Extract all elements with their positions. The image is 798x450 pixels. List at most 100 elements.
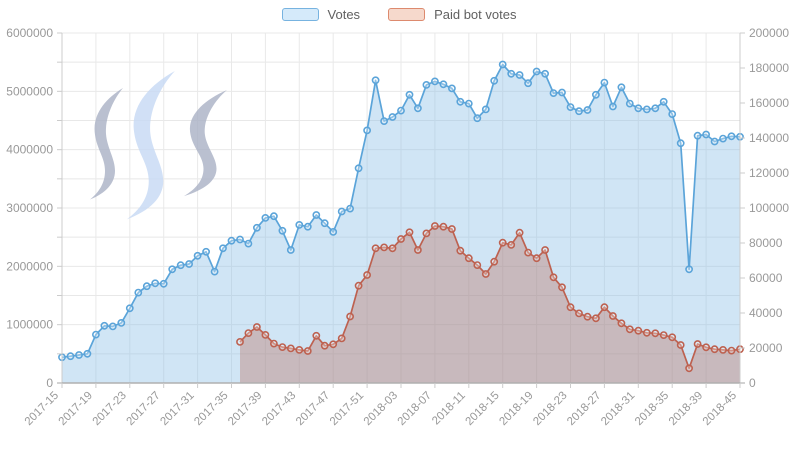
votes-point[interactable] bbox=[592, 90, 600, 99]
votes-point[interactable] bbox=[142, 282, 151, 291]
paid-bot-votes-point[interactable] bbox=[236, 337, 244, 346]
paid-bot-votes-point[interactable] bbox=[609, 312, 617, 320]
paid-bot-votes-point[interactable] bbox=[515, 228, 524, 237]
paid-bot-votes-point[interactable] bbox=[295, 345, 304, 354]
paid-bot-votes-point[interactable] bbox=[617, 319, 626, 328]
paid-bot-votes-point[interactable] bbox=[566, 303, 575, 312]
paid-bot-votes-point[interactable] bbox=[532, 254, 541, 263]
paid-bot-votes-point[interactable] bbox=[320, 341, 329, 350]
votes-point[interactable] bbox=[337, 207, 346, 216]
paid-bot-votes-point[interactable] bbox=[261, 330, 270, 339]
paid-bot-votes-point[interactable] bbox=[337, 334, 346, 343]
votes-point[interactable] bbox=[244, 239, 253, 248]
paid-bot-votes-point[interactable] bbox=[719, 345, 727, 354]
votes-point[interactable] bbox=[719, 134, 727, 143]
paid-bot-votes-point[interactable] bbox=[642, 328, 651, 337]
votes-point[interactable] bbox=[75, 351, 83, 359]
votes-point[interactable] bbox=[676, 139, 685, 148]
votes-point[interactable] bbox=[507, 69, 516, 78]
paid-bot-votes-point[interactable] bbox=[286, 344, 295, 353]
paid-bot-votes-point[interactable] bbox=[575, 309, 583, 318]
votes-point[interactable] bbox=[617, 83, 626, 92]
votes-point[interactable] bbox=[134, 288, 143, 297]
votes-point[interactable] bbox=[473, 114, 482, 123]
votes-point[interactable] bbox=[405, 90, 414, 99]
votes-point[interactable] bbox=[278, 226, 287, 235]
paid-bot-votes-point[interactable] bbox=[354, 281, 363, 290]
votes-point[interactable] bbox=[609, 102, 617, 111]
votes-point[interactable] bbox=[371, 76, 380, 85]
paid-bot-votes-point[interactable] bbox=[329, 340, 338, 349]
votes-point[interactable] bbox=[447, 84, 456, 93]
votes-point[interactable] bbox=[363, 126, 371, 135]
votes-point[interactable] bbox=[295, 220, 304, 229]
votes-point[interactable] bbox=[456, 97, 465, 106]
paid-bot-votes-point[interactable] bbox=[363, 271, 371, 279]
paid-bot-votes-point[interactable] bbox=[481, 270, 490, 278]
votes-point[interactable] bbox=[269, 212, 278, 221]
paid-bot-votes-point[interactable] bbox=[439, 222, 448, 231]
paid-bot-votes-point[interactable] bbox=[676, 341, 685, 349]
votes-point[interactable] bbox=[566, 103, 575, 111]
paid-bot-votes-point[interactable] bbox=[430, 222, 439, 230]
votes-point[interactable] bbox=[159, 279, 168, 288]
votes-point[interactable] bbox=[83, 349, 92, 358]
paid-bot-votes-point[interactable] bbox=[600, 303, 609, 312]
votes-point[interactable] bbox=[286, 246, 295, 254]
paid-bot-votes-point[interactable] bbox=[685, 364, 693, 373]
votes-point[interactable] bbox=[727, 132, 736, 141]
paid-bot-votes-point[interactable] bbox=[659, 331, 668, 339]
votes-point[interactable] bbox=[227, 236, 236, 245]
paid-bot-votes-point[interactable] bbox=[346, 312, 354, 321]
paid-bot-votes-point[interactable] bbox=[473, 261, 482, 269]
votes-point[interactable] bbox=[151, 279, 160, 288]
votes-point[interactable] bbox=[710, 137, 719, 146]
votes-point[interactable] bbox=[702, 130, 710, 139]
paid-bot-votes-point[interactable] bbox=[422, 229, 431, 238]
paid-bot-votes-point[interactable] bbox=[625, 325, 634, 334]
votes-point[interactable] bbox=[261, 213, 270, 222]
paid-bot-votes-point[interactable] bbox=[405, 228, 414, 237]
votes-point[interactable] bbox=[125, 304, 134, 313]
votes-point[interactable] bbox=[312, 211, 321, 219]
legend-item-paid-bot-votes[interactable]: Paid bot votes bbox=[388, 7, 516, 22]
paid-bot-votes-point[interactable] bbox=[702, 343, 710, 352]
paid-bot-votes-point[interactable] bbox=[490, 257, 499, 266]
paid-bot-votes-point[interactable] bbox=[397, 235, 405, 243]
paid-bot-votes-point[interactable] bbox=[549, 273, 558, 282]
paid-bot-votes-point[interactable] bbox=[541, 246, 549, 254]
paid-bot-votes-point[interactable] bbox=[371, 244, 380, 253]
paid-bot-votes-point[interactable] bbox=[727, 346, 736, 355]
votes-point[interactable] bbox=[413, 104, 422, 113]
votes-point[interactable] bbox=[117, 318, 126, 327]
legend-item-votes[interactable]: Votes bbox=[281, 7, 360, 22]
votes-point[interactable] bbox=[397, 106, 405, 115]
votes-point[interactable] bbox=[693, 131, 702, 140]
paid-bot-votes-point[interactable] bbox=[583, 312, 592, 321]
votes-point[interactable] bbox=[464, 99, 473, 108]
votes-point[interactable] bbox=[108, 322, 117, 331]
votes-point[interactable] bbox=[541, 69, 549, 78]
votes-point[interactable] bbox=[320, 219, 329, 228]
votes-point[interactable] bbox=[685, 265, 693, 274]
votes-point[interactable] bbox=[439, 80, 448, 89]
votes-point[interactable] bbox=[303, 222, 312, 231]
paid-bot-votes-point[interactable] bbox=[558, 283, 566, 292]
votes-point[interactable] bbox=[380, 117, 388, 125]
paid-bot-votes-point[interactable] bbox=[312, 331, 321, 340]
votes-point[interactable] bbox=[524, 79, 532, 88]
votes-point[interactable] bbox=[600, 78, 609, 87]
votes-point[interactable] bbox=[634, 104, 643, 113]
paid-bot-votes-point[interactable] bbox=[303, 347, 312, 355]
votes-point[interactable] bbox=[625, 99, 634, 108]
votes-point[interactable] bbox=[558, 88, 566, 97]
paid-bot-votes-point[interactable] bbox=[380, 243, 388, 252]
votes-point[interactable] bbox=[66, 352, 75, 361]
votes-point[interactable] bbox=[168, 265, 177, 274]
votes-point[interactable] bbox=[651, 104, 660, 113]
votes-point[interactable] bbox=[176, 261, 185, 270]
votes-point[interactable] bbox=[210, 267, 219, 276]
paid-bot-votes-point[interactable] bbox=[710, 345, 719, 354]
votes-point[interactable] bbox=[329, 227, 338, 236]
